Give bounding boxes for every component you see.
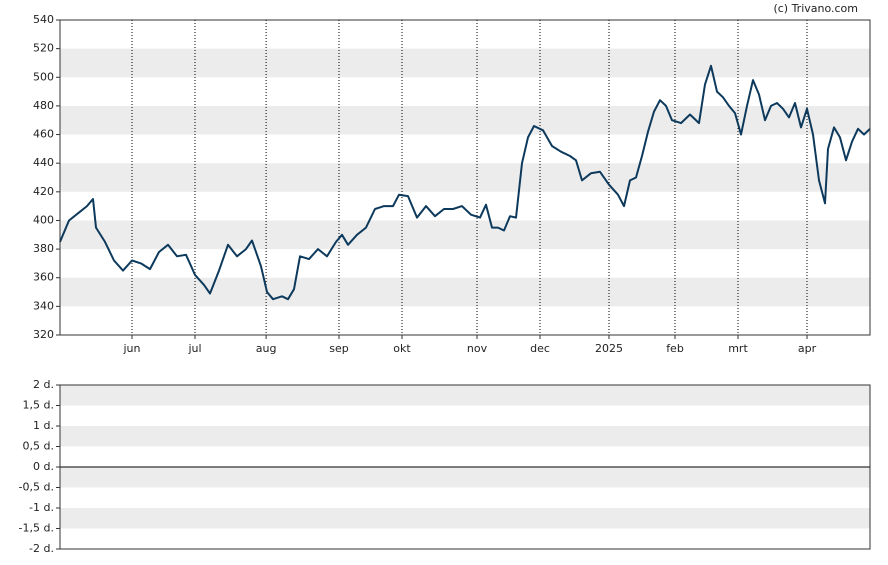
band [60, 467, 870, 488]
band [60, 48, 870, 78]
x-tick-label: nov [467, 342, 488, 355]
y-tick-label: 1,5 d. [23, 399, 54, 412]
x-tick-label: apr [798, 342, 817, 355]
band [60, 508, 870, 529]
y-tick-label: 520 [33, 42, 54, 55]
y-tick-label: 0 d. [33, 460, 54, 473]
band [60, 385, 870, 406]
y-tick-label: 440 [33, 156, 54, 169]
band [60, 426, 870, 447]
y-tick-label: 2 d. [33, 378, 54, 391]
credit: (c) Trivano.com [773, 2, 858, 15]
band [60, 163, 870, 192]
y-tick-label: 340 [33, 299, 54, 312]
band [60, 220, 870, 250]
x-tick-label: jun [123, 342, 141, 355]
y-tick-label: -1,5 d. [19, 522, 54, 535]
x-tick-label: sep [329, 342, 348, 355]
x-tick-label: feb [666, 342, 684, 355]
x-tick-label: jul [187, 342, 201, 355]
y-tick-label: -2 d. [29, 542, 54, 555]
y-tick-label: 400 [33, 213, 54, 226]
y-tick-label: 420 [33, 185, 54, 198]
x-tick-label: dec [530, 342, 550, 355]
y-tick-label: 480 [33, 99, 54, 112]
y-tick-label: 380 [33, 242, 54, 255]
y-tick-label: -1 d. [29, 501, 54, 514]
y-tick-label: 540 [33, 13, 54, 26]
x-tick-label: aug [256, 342, 277, 355]
y-tick-label: 360 [33, 271, 54, 284]
band [60, 277, 870, 307]
x-tick-label: okt [393, 342, 411, 355]
plot-frame [59, 19, 871, 336]
y-tick-label: 500 [33, 70, 54, 83]
y-tick-label: 1 d. [33, 419, 54, 432]
plot-frame [59, 384, 871, 550]
y-tick-label: 0,5 d. [23, 440, 54, 453]
price-line [59, 64, 871, 301]
x-tick-label: 2025 [595, 342, 623, 355]
y-tick-label: -0,5 d. [19, 481, 54, 494]
x-tick-label: mrt [728, 342, 748, 355]
band [60, 105, 870, 135]
y-tick-label: 460 [33, 128, 54, 141]
y-tick-label: 320 [33, 328, 54, 341]
